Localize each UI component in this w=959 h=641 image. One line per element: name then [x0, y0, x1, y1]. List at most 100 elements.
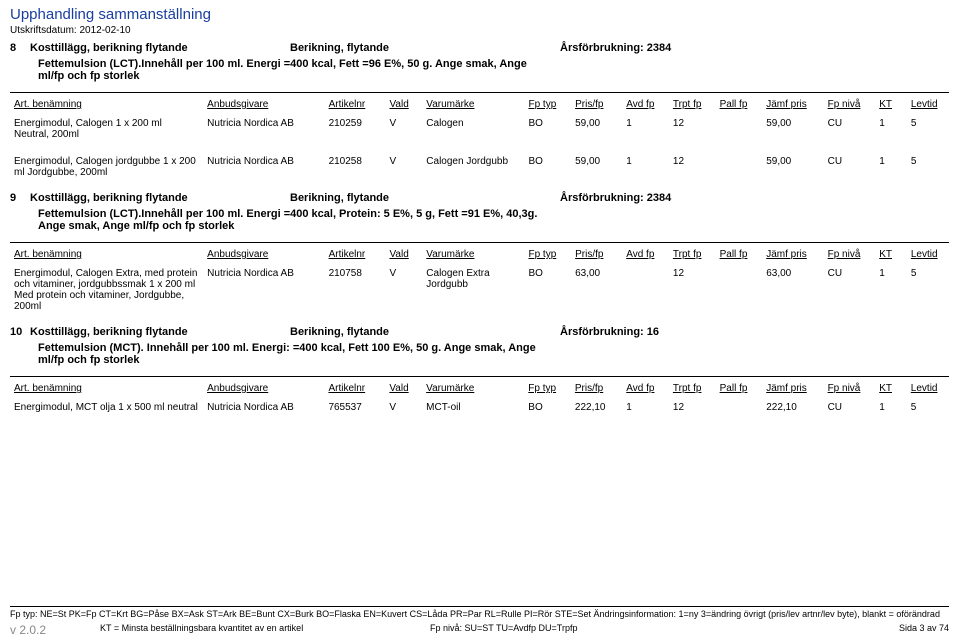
data-table: Art. benämningAnbudsgivareArtikelnrValdV… — [10, 247, 949, 322]
cell: BO — [524, 396, 571, 423]
cell: 63,00 — [762, 262, 823, 322]
footer-page: Sida 3 av 74 — [899, 623, 949, 637]
cell: CU — [824, 396, 876, 423]
cell: 765537 — [324, 396, 385, 423]
col-header: Levtid — [907, 247, 949, 262]
cell: CU — [824, 150, 876, 188]
section-name: Kosttillägg, berikning flytande — [30, 326, 290, 338]
cell: 59,00 — [571, 112, 622, 150]
section-usage: Årsförbrukning: 2384 — [560, 192, 949, 204]
section-header: 8Kosttillägg, berikning flytandeBeriknin… — [10, 42, 949, 54]
doc-title: Upphandling sammanställning — [10, 6, 949, 23]
cell: 5 — [907, 396, 949, 423]
col-header: Trpt fp — [669, 97, 716, 112]
data-table: Art. benämningAnbudsgivareArtikelnrValdV… — [10, 381, 949, 423]
cell — [622, 262, 669, 322]
section-num: 10 — [10, 326, 30, 338]
col-header: Fp nivå — [824, 247, 876, 262]
cell: 1 — [875, 396, 907, 423]
cell — [716, 112, 763, 150]
cell: Energimodul, Calogen 1 x 200 ml Neutral,… — [10, 112, 203, 150]
cell: 12 — [669, 150, 716, 188]
cell: BO — [524, 262, 571, 322]
col-header: Levtid — [907, 97, 949, 112]
col-header: Anbudsgivare — [203, 97, 324, 112]
table-row: Energimodul, Calogen jordgubbe 1 x 200 m… — [10, 150, 949, 188]
cell: 1 — [875, 262, 907, 322]
cell: 12 — [669, 396, 716, 423]
col-header: Levtid — [907, 381, 949, 396]
cell: 12 — [669, 112, 716, 150]
cell: Nutricia Nordica AB — [203, 150, 324, 188]
data-table: Art. benämningAnbudsgivareArtikelnrValdV… — [10, 97, 949, 188]
cell: 1 — [622, 396, 669, 423]
section-usage: Årsförbrukning: 16 — [560, 326, 949, 338]
cell: 59,00 — [571, 150, 622, 188]
section-usage: Årsförbrukning: 2384 — [560, 42, 949, 54]
col-header: Pris/fp — [571, 381, 622, 396]
section-num: 8 — [10, 42, 30, 54]
cell: Nutricia Nordica AB — [203, 396, 324, 423]
col-header: Pall fp — [716, 247, 763, 262]
cell: 5 — [907, 150, 949, 188]
col-header: Avd fp — [622, 247, 669, 262]
col-header: Trpt fp — [669, 247, 716, 262]
cell: 1 — [875, 112, 907, 150]
cell: 1 — [875, 150, 907, 188]
col-header: Fp typ — [524, 381, 571, 396]
cell: V — [386, 112, 423, 150]
sections-container: 8Kosttillägg, berikning flytandeBeriknin… — [10, 42, 949, 423]
col-header: Art. benämning — [10, 381, 203, 396]
cell: CU — [824, 262, 876, 322]
section-desc: Fettemulsion (LCT).Innehåll per 100 ml. … — [38, 208, 538, 232]
cell: V — [386, 262, 423, 322]
col-header: Jämf pris — [762, 247, 823, 262]
cell: 210758 — [325, 262, 386, 322]
section-desc: Fettemulsion (MCT). Innehåll per 100 ml.… — [38, 342, 538, 366]
col-header: KT — [875, 97, 907, 112]
col-header: Varumärke — [422, 97, 524, 112]
section-name: Kosttillägg, berikning flytande — [30, 192, 290, 204]
col-header: Pall fp — [716, 97, 763, 112]
footer-version: v 2.0.2 — [10, 623, 100, 637]
table-row: Energimodul, Calogen Extra, med protein … — [10, 262, 949, 322]
col-header: Jämf pris — [762, 381, 823, 396]
divider — [10, 92, 949, 93]
col-header: Pris/fp — [571, 97, 622, 112]
col-header: Vald — [386, 247, 423, 262]
cell: Energimodul, Calogen jordgubbe 1 x 200 m… — [10, 150, 203, 188]
col-header: Artikelnr — [324, 381, 385, 396]
section-num: 9 — [10, 192, 30, 204]
footer-legend: Fp typ: NE=St PK=Fp CT=Krt BG=Påse BX=As… — [10, 606, 949, 619]
col-header: Vald — [385, 381, 422, 396]
col-header: Pris/fp — [571, 247, 622, 262]
cell: 5 — [907, 112, 949, 150]
cell: 5 — [907, 262, 949, 322]
cell: MCT-oil — [422, 396, 524, 423]
cell: Calogen — [422, 112, 524, 150]
cell: Energimodul, MCT olja 1 x 500 ml neutral — [10, 396, 203, 423]
section-name: Kosttillägg, berikning flytande — [30, 42, 290, 54]
col-header: KT — [875, 247, 907, 262]
col-header: Artikelnr — [325, 247, 386, 262]
cell: 12 — [669, 262, 716, 322]
col-header: Art. benämning — [10, 247, 203, 262]
cell: BO — [524, 150, 571, 188]
cell — [716, 396, 763, 423]
cell: Calogen Extra Jordgubb — [422, 262, 524, 322]
section-header: 9Kosttillägg, berikning flytandeBeriknin… — [10, 192, 949, 204]
col-header: Fp typ — [524, 97, 571, 112]
footer-kt: KT = Minsta beställningsbara kvantitet a… — [100, 623, 430, 637]
col-header: Artikelnr — [325, 97, 386, 112]
col-header: KT — [875, 381, 907, 396]
table-row: Energimodul, MCT olja 1 x 500 ml neutral… — [10, 396, 949, 423]
section-mid: Berikning, flytande — [290, 326, 560, 338]
cell: Nutricia Nordica AB — [203, 262, 324, 322]
cell: 59,00 — [762, 112, 823, 150]
col-header: Fp nivå — [824, 381, 876, 396]
cell — [716, 150, 763, 188]
cell — [716, 262, 763, 322]
cell: CU — [824, 112, 876, 150]
cell: 210258 — [325, 150, 386, 188]
cell: Energimodul, Calogen Extra, med protein … — [10, 262, 203, 322]
